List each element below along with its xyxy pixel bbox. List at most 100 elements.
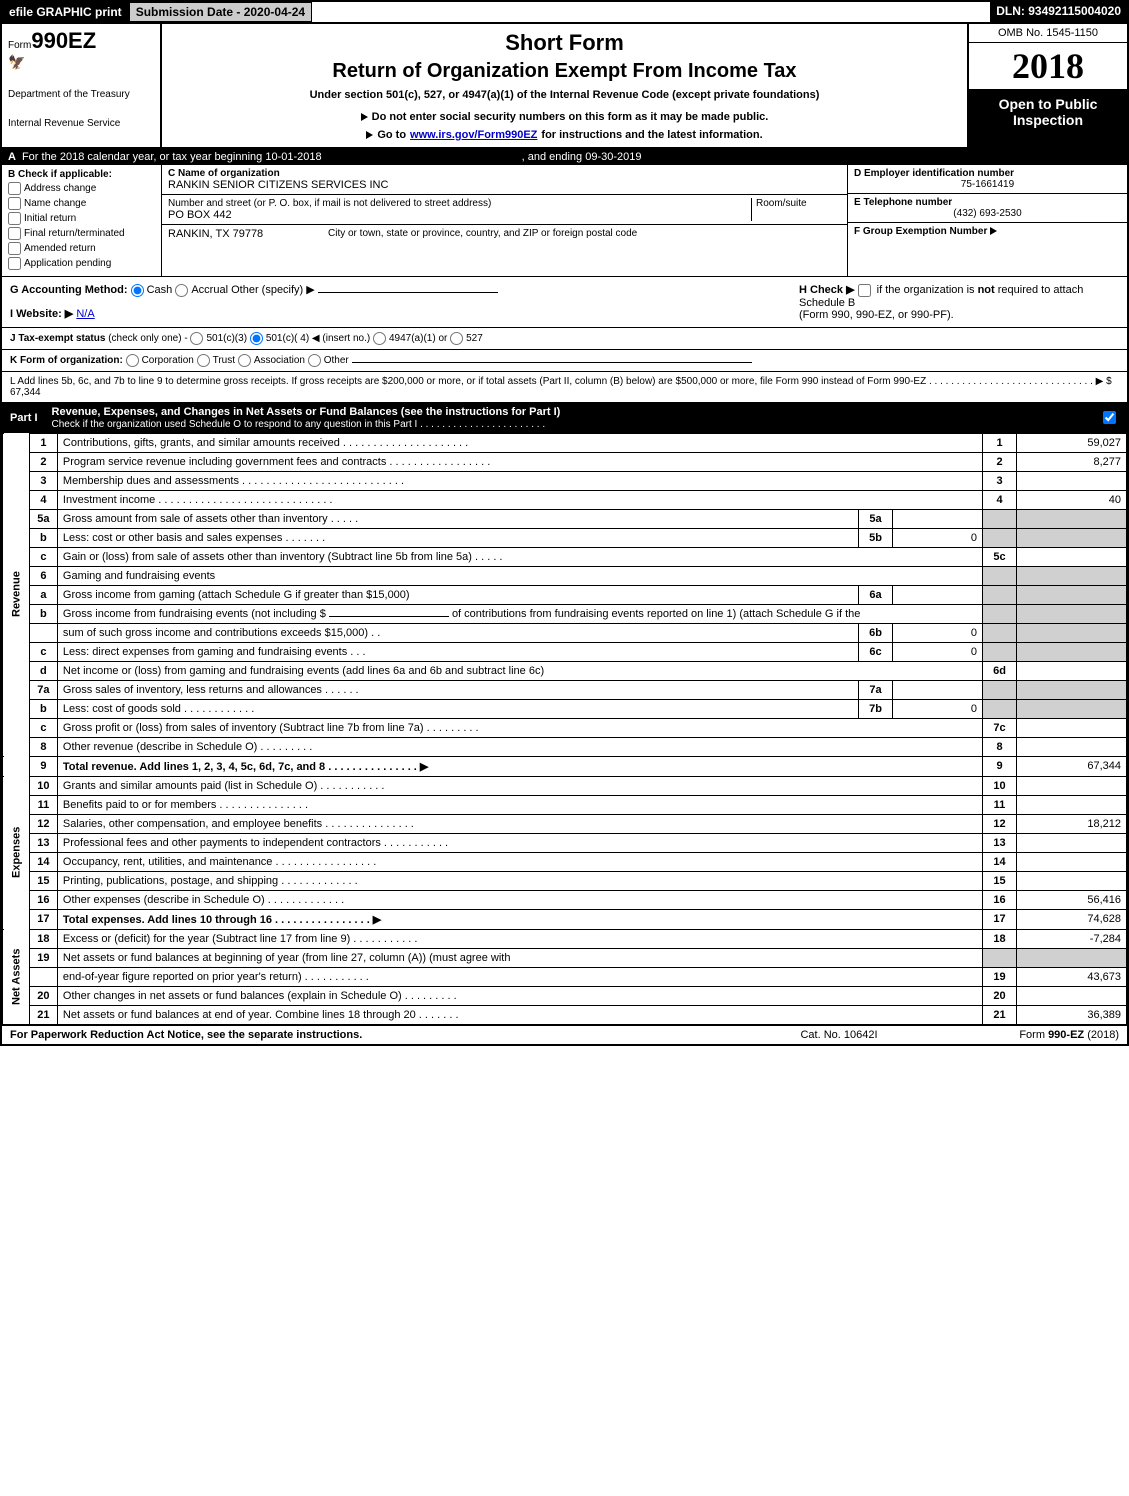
line-num: 1: [29, 433, 57, 452]
a-label: A: [8, 151, 16, 163]
radio-527[interactable]: [450, 332, 463, 345]
check-name-change[interactable]: Name change: [8, 197, 155, 210]
line-6c: c Less: direct expenses from gaming and …: [3, 642, 1127, 661]
shade-cell: [1017, 699, 1127, 718]
line-val: 18,212: [1017, 814, 1127, 833]
radio-501c[interactable]: [250, 332, 263, 345]
inner-ref: 7b: [859, 699, 893, 718]
header-right: OMB No. 1545-1150 2018 Open to Public In…: [967, 24, 1127, 147]
line-18: Net Assets 18 Excess or (deficit) for th…: [3, 929, 1127, 948]
other-org-field[interactable]: [352, 362, 752, 363]
website-value[interactable]: N/A: [76, 308, 94, 320]
accrual-label: Accrual: [191, 284, 228, 296]
shade-cell: [1017, 566, 1127, 585]
radio-accrual[interactable]: [175, 284, 188, 297]
line-num: b: [29, 604, 57, 623]
check-label: Name change: [24, 198, 86, 209]
room-suite-label: Room/suite: [751, 198, 841, 221]
radio-trust[interactable]: [197, 354, 210, 367]
open-to-public-badge: Open to Public Inspection: [969, 90, 1127, 147]
inner-ref: 6a: [859, 585, 893, 604]
line-desc: Occupancy, rent, utilities, and maintena…: [57, 852, 982, 871]
radio-501c3[interactable]: [190, 332, 203, 345]
revenue-side-label: Revenue: [3, 433, 30, 756]
a-text1: For the 2018 calendar year, or tax year …: [22, 151, 322, 163]
radio-association[interactable]: [238, 354, 251, 367]
line-num: 9: [29, 756, 57, 776]
j-o2: 501(c)( 4) ◀ (insert no.): [266, 333, 370, 344]
line-desc: Investment income . . . . . . . . . . . …: [57, 490, 982, 509]
line-val: 43,673: [1017, 967, 1127, 986]
e-label: E Telephone number: [854, 197, 1121, 208]
line-desc: Gain or (loss) from sale of assets other…: [57, 547, 982, 566]
line-num: c: [29, 642, 57, 661]
line-num: 6: [29, 566, 57, 585]
d-label: D Employer identification number: [854, 168, 1121, 179]
netassets-side-label: Net Assets: [3, 929, 30, 1024]
f-label: F Group Exemption Number: [854, 226, 987, 237]
line-desc: Membership dues and assessments . . . . …: [57, 471, 982, 490]
line-14: 14 Occupancy, rent, utilities, and maint…: [3, 852, 1127, 871]
line-ref: 8: [983, 737, 1017, 756]
h-check: H Check ▶ if the organization is not req…: [799, 283, 1119, 321]
line-20: 20 Other changes in net assets or fund b…: [3, 986, 1127, 1005]
inner-ref: 6b: [859, 623, 893, 642]
line-val: [1017, 986, 1127, 1005]
line-desc: Contributions, gifts, grants, and simila…: [57, 433, 982, 452]
addr-label: Number and street (or P. O. box, if mail…: [168, 198, 751, 209]
shade-cell: [983, 623, 1017, 642]
radio-4947[interactable]: [373, 332, 386, 345]
other-specify-field[interactable]: [318, 292, 498, 293]
shade-cell: [1017, 948, 1127, 967]
return-title: Return of Organization Exempt From Incom…: [172, 60, 957, 83]
line-ref: 14: [983, 852, 1017, 871]
line-val: -7,284: [1017, 929, 1127, 948]
irs-link[interactable]: www.irs.gov/Form990EZ: [410, 129, 537, 141]
part1-title: Revenue, Expenses, and Changes in Net As…: [52, 406, 561, 418]
line-val: [1017, 871, 1127, 890]
check-address-change[interactable]: Address change: [8, 182, 155, 195]
line-3: 3 Membership dues and assessments . . . …: [3, 471, 1127, 490]
line-desc: Other expenses (describe in Schedule O) …: [57, 890, 982, 909]
j-o3: 4947(a)(1) or: [389, 333, 447, 344]
inner-val: 0: [893, 642, 983, 661]
h-checkbox[interactable]: [858, 284, 871, 297]
org-city: RANKIN, TX 79778: [168, 228, 308, 240]
dln-badge: DLN: 93492115004020: [990, 2, 1127, 22]
radio-other-org[interactable]: [308, 354, 321, 367]
shade-cell: [983, 699, 1017, 718]
j-row: J Tax-exempt status (check only one) - 5…: [2, 328, 1127, 350]
line-ref: 3: [983, 471, 1017, 490]
b-checkboxes: B Check if applicable: Address change Na…: [2, 165, 162, 276]
check-application-pending[interactable]: Application pending: [8, 257, 155, 270]
inner-ref: 5b: [859, 528, 893, 547]
check-amended-return[interactable]: Amended return: [8, 242, 155, 255]
check-final-return[interactable]: Final return/terminated: [8, 227, 155, 240]
inner-val: 0: [893, 699, 983, 718]
radio-cash[interactable]: [131, 284, 144, 297]
open-pub-line2: Inspection: [973, 112, 1123, 128]
line-ref: 1: [983, 433, 1017, 452]
shade-cell: [1017, 623, 1127, 642]
line-16: 16 Other expenses (describe in Schedule …: [3, 890, 1127, 909]
line-1: Revenue 1 Contributions, gifts, grants, …: [3, 433, 1127, 452]
inner-ref: 6c: [859, 642, 893, 661]
efile-print-button[interactable]: efile GRAPHIC print: [2, 2, 129, 22]
part1-checkbox[interactable]: [1103, 411, 1116, 424]
line-desc: Other changes in net assets or fund bala…: [57, 986, 982, 1005]
shade-cell: [983, 948, 1017, 967]
line-4: 4 Investment income . . . . . . . . . . …: [3, 490, 1127, 509]
omb-number: OMB No. 1545-1150: [969, 24, 1127, 43]
line-val: [1017, 471, 1127, 490]
6b-blank[interactable]: [329, 616, 449, 617]
line-desc: sum of such gross income and contributio…: [57, 623, 858, 642]
radio-corporation[interactable]: [126, 354, 139, 367]
check-initial-return[interactable]: Initial return: [8, 212, 155, 225]
line-19b: end-of-year figure reported on prior yea…: [3, 967, 1127, 986]
line-val: 67,344: [1017, 756, 1127, 776]
inner-val: 0: [893, 623, 983, 642]
line-8: 8 Other revenue (describe in Schedule O)…: [3, 737, 1127, 756]
shade-cell: [1017, 509, 1127, 528]
j-o4: 527: [466, 333, 483, 344]
instr1-text: Do not enter social security numbers on …: [372, 111, 769, 123]
